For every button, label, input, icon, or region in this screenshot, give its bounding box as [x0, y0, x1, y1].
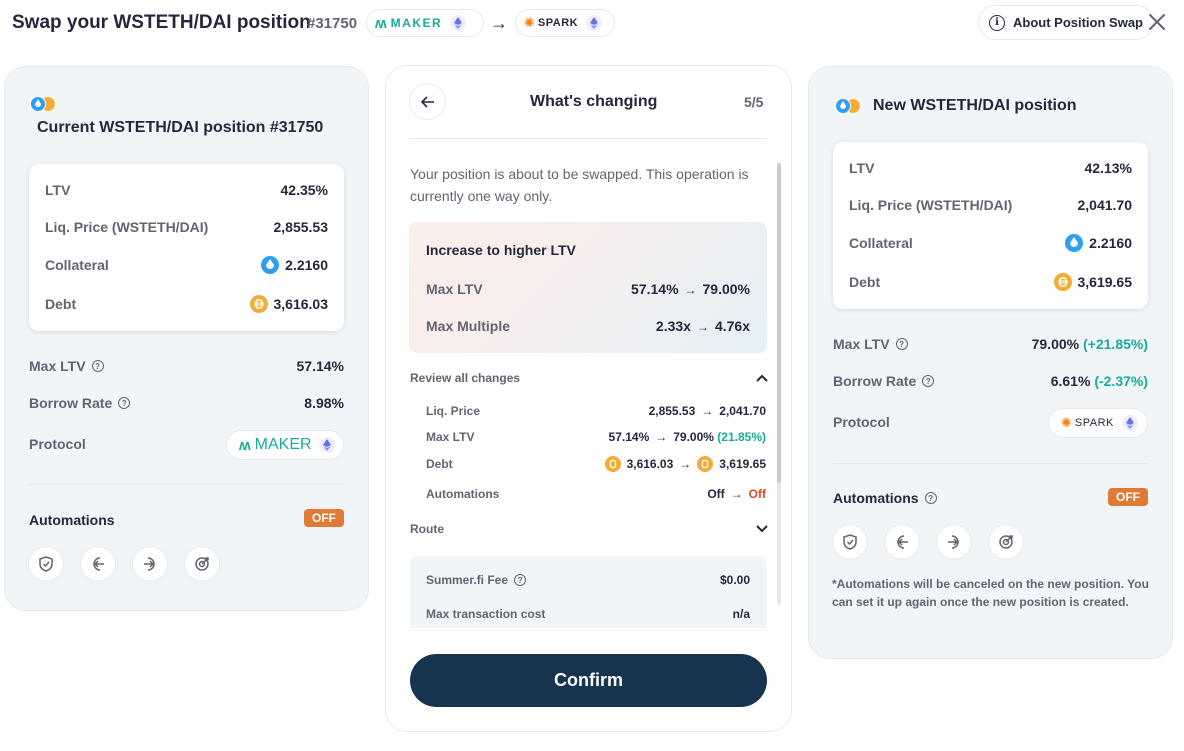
dai-icon — [249, 295, 268, 313]
new-position-title: New WSTETH/DAI position — [873, 97, 1077, 114]
fees-box — [410, 556, 767, 631]
auto-buy-icon[interactable] — [884, 524, 920, 560]
close-icon[interactable] — [1146, 11, 1168, 33]
new-metrics-card: LTV 42.13% Liq. Price (WSTETH/DAI) 2,041.7… — [833, 142, 1148, 309]
ltv-increase-highlight — [409, 222, 767, 353]
borrow-rate-row: Borrow Rate? 6.61% (-2.37%) — [833, 373, 1148, 389]
change-debt-row: Debt 3,616.03 → 3,619.65 — [426, 456, 766, 472]
debt-row: Debt 3,616.03 — [45, 295, 328, 313]
change-liq-price-row: Liq. Price 2,855.53 → 2,041.70 — [426, 404, 766, 418]
dai-icon — [604, 456, 621, 472]
confirm-button[interactable]: Confirm — [410, 654, 767, 707]
current-position-title: Current WSTETH/DAI position #31750 — [37, 119, 324, 136]
help-icon[interactable]: ? — [924, 492, 937, 504]
about-position-swap-button[interactable]: i About Position Swap — [978, 5, 1154, 40]
current-metrics-card: LTV 42.35% Liq. Price (WSTETH/DAI) 2,855.5… — [29, 164, 344, 331]
stop-loss-icon[interactable] — [28, 546, 64, 582]
divider — [409, 138, 767, 139]
to-protocol-pill: ✺ SPARK — [515, 9, 615, 37]
dai-icon — [697, 456, 714, 472]
about-button-label: About Position Swap — [1013, 15, 1143, 30]
maker-logo-icon: ʍ — [375, 14, 387, 32]
wsteth-icon — [1065, 234, 1084, 252]
auto-buy-icon[interactable] — [80, 546, 116, 582]
from-protocol-name: MAKER — [390, 16, 443, 30]
eth-icon — [586, 15, 603, 31]
token-pair-icon — [30, 96, 56, 112]
help-icon[interactable]: ? — [118, 397, 131, 409]
collateral-row: Collateral 2.2160 — [849, 234, 1132, 252]
take-profit-icon[interactable] — [184, 546, 220, 582]
take-profit-icon[interactable] — [988, 524, 1024, 560]
back-arrow-icon — [420, 95, 434, 108]
wsteth-icon — [261, 256, 280, 274]
ltv-row: LTV 42.13% — [849, 160, 1132, 176]
maker-protocol-pill: ʍ MAKER — [226, 430, 344, 460]
change-automations-row: Automations Off → Off — [426, 487, 766, 501]
collateral-row: Collateral 2.2160 — [45, 256, 328, 274]
automations-label: Automations? — [833, 490, 937, 506]
scroll-fade — [398, 628, 782, 630]
spark-protocol-pill: ✺ SPARK — [1048, 408, 1148, 438]
review-changes-toggle[interactable]: Review all changes — [410, 371, 768, 385]
help-icon[interactable]: ? — [91, 360, 104, 372]
max-tx-cost-row: Max transaction cost n/a — [426, 607, 750, 621]
from-protocol-pill: ʍ MAKER — [366, 9, 484, 37]
automation-icons — [832, 524, 1024, 560]
spark-logo-icon: ✺ — [524, 15, 535, 30]
divider — [29, 484, 344, 485]
highlight-max-multiple-row: Max Multiple 2.33x → 4.76x — [426, 318, 750, 334]
max-ltv-row: Max LTV? 57.14% — [29, 358, 344, 374]
change-max-ltv-row: Max LTV 57.14% → 79.00% (21.85%) — [426, 430, 766, 444]
arrow-right-icon: → — [490, 13, 508, 33]
help-icon[interactable]: ? — [895, 338, 908, 350]
automations-label: Automations — [29, 512, 115, 528]
stop-loss-icon[interactable] — [832, 524, 868, 560]
swap-intro-text: Your position is about to be swapped. Th… — [410, 166, 749, 204]
divider — [833, 463, 1148, 464]
automations-status-badge: OFF — [1108, 488, 1148, 506]
chevron-down-icon — [756, 525, 768, 533]
info-icon: i — [989, 14, 1005, 31]
automation-icons — [28, 546, 220, 582]
route-toggle[interactable]: Route — [410, 522, 768, 536]
borrow-rate-row: Borrow Rate? 8.98% — [29, 395, 344, 411]
max-ltv-row: Max LTV? 79.00% (+21.85%) — [833, 336, 1148, 352]
current-position-panel — [4, 66, 369, 611]
scrollbar-thumb[interactable] — [777, 163, 781, 483]
modal-header: Swap your WSTETH/DAI position #31750 ʍ M… — [0, 0, 1184, 46]
highlight-title: Increase to higher LTV — [426, 242, 576, 258]
auto-sell-icon[interactable] — [132, 546, 168, 582]
spark-logo-icon: ✺ — [1061, 415, 1072, 430]
step-indicator: 5/5 — [744, 94, 764, 110]
automations-status-badge: OFF — [304, 509, 344, 527]
liq-price-row: Liq. Price (WSTETH/DAI) 2,855.53 — [45, 219, 328, 235]
eth-icon — [319, 437, 335, 453]
back-button[interactable] — [409, 83, 446, 120]
protocol-row: Protocol — [29, 436, 86, 452]
chevron-up-icon — [756, 374, 768, 382]
debt-row: Debt 3,619.65 — [849, 273, 1132, 291]
summer-fee-row: Summer.fi Fee? $0.00 — [426, 573, 750, 587]
position-id: #31750 — [307, 15, 358, 32]
ltv-row: LTV 42.35% — [45, 182, 328, 198]
modal-title: Swap your WSTETH/DAI position — [12, 12, 311, 33]
to-protocol-name: SPARK — [537, 17, 579, 29]
highlight-max-ltv-row: Max LTV 57.14% → 79.00% — [426, 281, 750, 297]
help-icon[interactable]: ? — [922, 375, 935, 387]
whats-changing-title: What's changing — [530, 93, 658, 110]
wsteth-icon — [835, 98, 851, 114]
liq-price-row: Liq. Price (WSTETH/DAI) 2,041.70 — [849, 197, 1132, 213]
dai-icon — [1053, 273, 1072, 291]
auto-sell-icon[interactable] — [936, 524, 972, 560]
wsteth-icon — [30, 96, 46, 112]
protocol-row: Protocol — [833, 414, 890, 430]
maker-logo-icon: ʍ — [239, 436, 251, 454]
help-icon[interactable]: ? — [514, 574, 527, 586]
eth-icon — [450, 15, 467, 31]
token-pair-icon — [835, 98, 861, 114]
automations-footnote: *Automations will be canceled on the new… — [832, 577, 1149, 609]
eth-icon — [1121, 415, 1138, 431]
